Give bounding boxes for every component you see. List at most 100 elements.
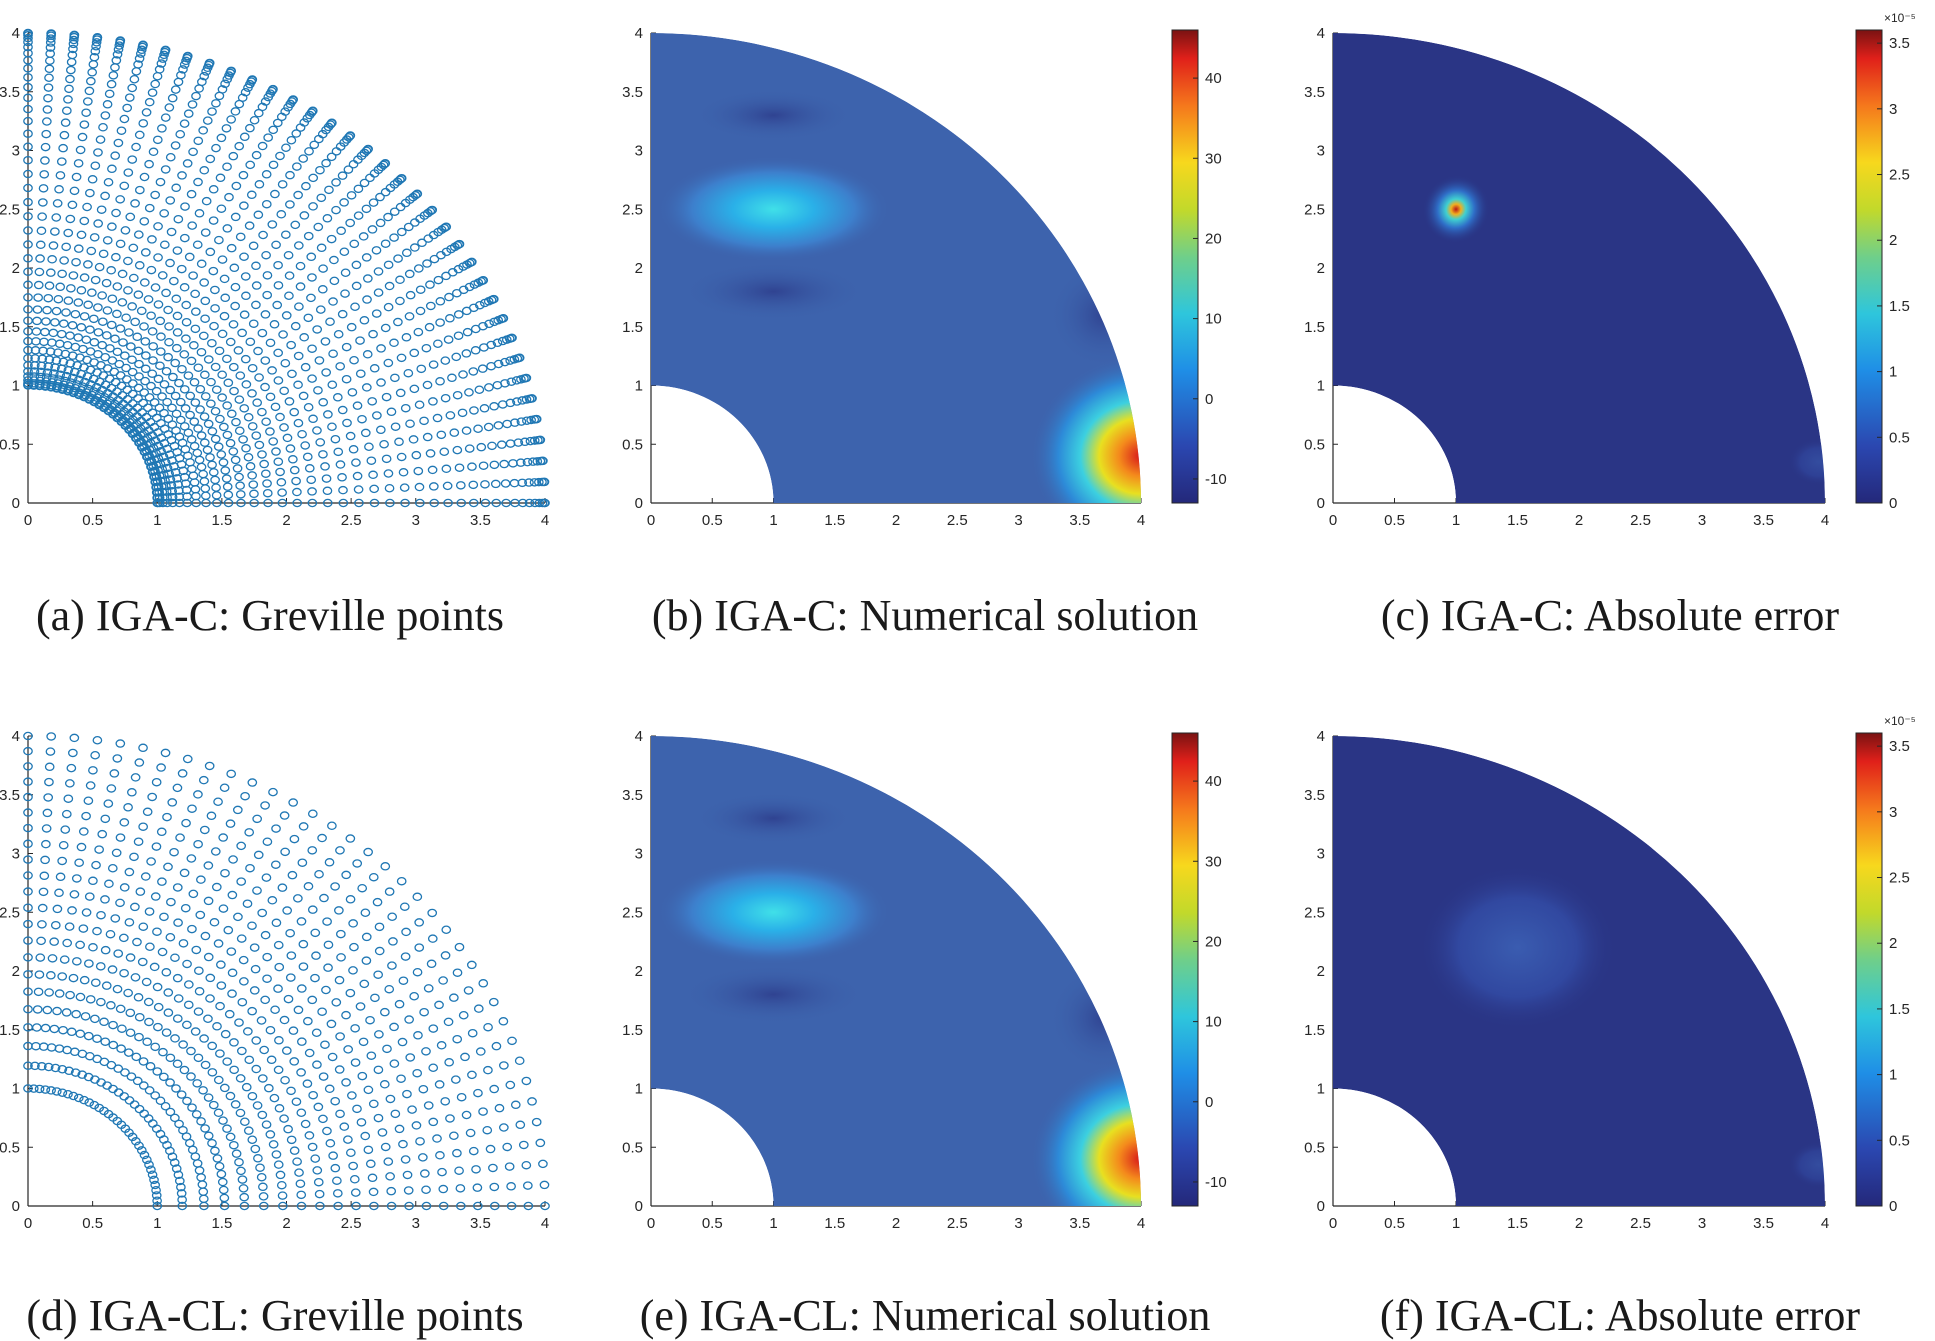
greville-point (227, 968, 238, 978)
greville-point (215, 414, 225, 424)
greville-point (279, 1114, 289, 1123)
greville-point (161, 1028, 172, 1037)
greville-point (251, 261, 261, 271)
greville-point (252, 886, 262, 895)
greville-point (75, 992, 86, 1002)
greville-point (23, 376, 33, 385)
greville-point (234, 395, 245, 404)
greville-point (236, 1166, 246, 1176)
greville-point (348, 1161, 358, 1171)
greville-point (187, 804, 197, 813)
greville-point (39, 871, 50, 881)
greville-point (260, 995, 271, 1005)
greville-point (89, 338, 100, 347)
greville-point (308, 202, 318, 211)
greville-point (355, 1002, 366, 1011)
greville-point (162, 463, 173, 473)
greville-point (203, 1093, 214, 1102)
greville-point (274, 1104, 285, 1113)
greville-point (60, 118, 71, 127)
greville-point (61, 1008, 72, 1017)
greville-point (163, 414, 174, 424)
greville-point (222, 482, 233, 491)
greville-point (57, 856, 68, 866)
greville-point (183, 109, 194, 118)
greville-point (133, 230, 144, 239)
greville-point (178, 65, 188, 74)
greville-point (262, 479, 272, 488)
peak-region (1030, 1059, 1141, 1206)
greville-point (130, 902, 140, 912)
x-tick-label: 0.5 (1384, 1215, 1405, 1232)
greville-point (193, 1007, 204, 1016)
greville-point (84, 959, 94, 968)
greville-point (419, 1169, 430, 1178)
greville-point (103, 177, 114, 187)
greville-point (271, 824, 281, 833)
greville-point (88, 314, 99, 324)
greville-point (200, 1124, 210, 1133)
greville-point (474, 300, 485, 310)
greville-point (540, 1201, 550, 1211)
greville-point (350, 1024, 360, 1033)
greville-point (461, 349, 472, 358)
greville-point (100, 814, 111, 824)
greville-point (89, 1100, 100, 1110)
colorbar-tick-label: 30 (1205, 853, 1222, 870)
greville-point (443, 1017, 454, 1027)
greville-point (284, 271, 295, 280)
greville-point (341, 342, 352, 352)
greville-point (37, 354, 48, 364)
greville-point (160, 1102, 171, 1111)
greville-point (137, 957, 148, 967)
greville-point (455, 1184, 466, 1193)
greville-point (222, 354, 232, 364)
greville-point (23, 823, 33, 833)
greville-point (508, 459, 518, 468)
greville-point (134, 1012, 145, 1022)
greville-point (23, 226, 33, 235)
greville-point (294, 1168, 304, 1177)
greville-point (33, 293, 43, 302)
greville-point (108, 1040, 119, 1050)
greville-point (401, 248, 412, 258)
greville-point (295, 261, 306, 271)
greville-point (102, 306, 113, 315)
greville-point (368, 1187, 379, 1197)
greville-point (97, 340, 108, 350)
greville-point (296, 1037, 307, 1046)
greville-point (111, 208, 121, 218)
greville-point (407, 1105, 417, 1114)
greville-point (123, 1048, 134, 1057)
greville-point (444, 292, 454, 302)
greville-point (172, 246, 183, 255)
greville-point (400, 952, 411, 961)
greville-point (67, 321, 78, 330)
greville-point (273, 457, 284, 466)
greville-point (227, 890, 238, 900)
greville-point (269, 320, 280, 329)
greville-point (151, 777, 162, 787)
greville-point (287, 97, 297, 106)
greville-point (256, 1172, 267, 1182)
greville-point (38, 346, 48, 356)
caption-b: (b) IGA-C: Numerical solution (652, 591, 1198, 640)
greville-point (313, 222, 324, 232)
greville-point (281, 1046, 292, 1055)
greville-point (23, 28, 33, 38)
greville-point (164, 322, 174, 331)
greville-point (77, 382, 88, 391)
greville-point (335, 846, 345, 855)
greville-point (188, 889, 199, 899)
greville-point (367, 1173, 378, 1183)
greville-point (210, 406, 221, 416)
greville-point (384, 984, 395, 994)
greville-point (490, 479, 501, 489)
greville-point (373, 267, 384, 276)
greville-point (183, 371, 194, 380)
greville-point (140, 376, 150, 386)
greville-point (505, 398, 516, 408)
greville-point (73, 159, 84, 168)
greville-point (154, 488, 165, 497)
greville-point (358, 1037, 369, 1047)
